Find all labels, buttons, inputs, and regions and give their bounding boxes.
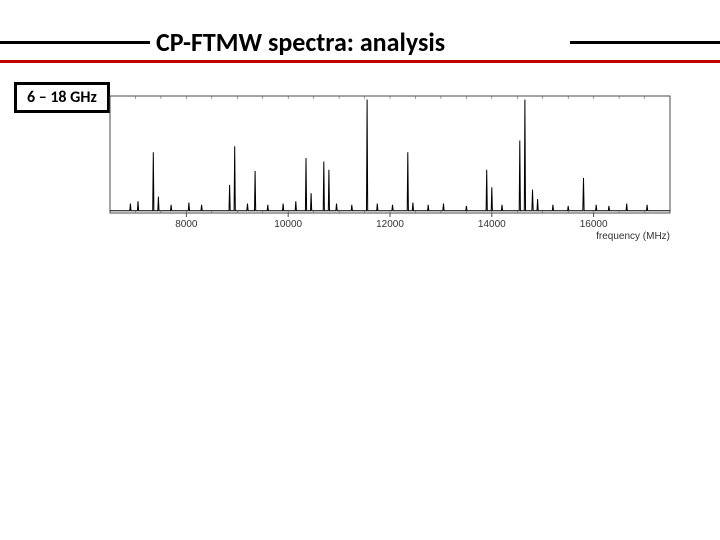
title-rule-left: [0, 41, 150, 44]
svg-text:frequency (MHz): frequency (MHz): [596, 231, 670, 242]
svg-text:14000: 14000: [478, 219, 506, 230]
spectrum-chart: 8000 10000 12000 14000 16000frequency (MHz): [80, 88, 680, 243]
page-title: CP-FTMW spectra: analysis: [150, 26, 451, 58]
svg-text:16000: 16000: [580, 219, 608, 230]
title-row: CP-FTMW spectra: analysis: [0, 22, 720, 62]
title-underline: [0, 60, 720, 63]
svg-text:12000: 12000: [376, 219, 404, 230]
slide: CP-FTMW spectra: analysis 6 – 18 GHz 800…: [0, 0, 720, 540]
title-rule-right: [570, 41, 720, 44]
svg-text:10000: 10000: [274, 219, 302, 230]
spectrum-svg: 8000 10000 12000 14000 16000frequency (MHz): [80, 88, 680, 243]
svg-text:8000: 8000: [175, 219, 198, 230]
